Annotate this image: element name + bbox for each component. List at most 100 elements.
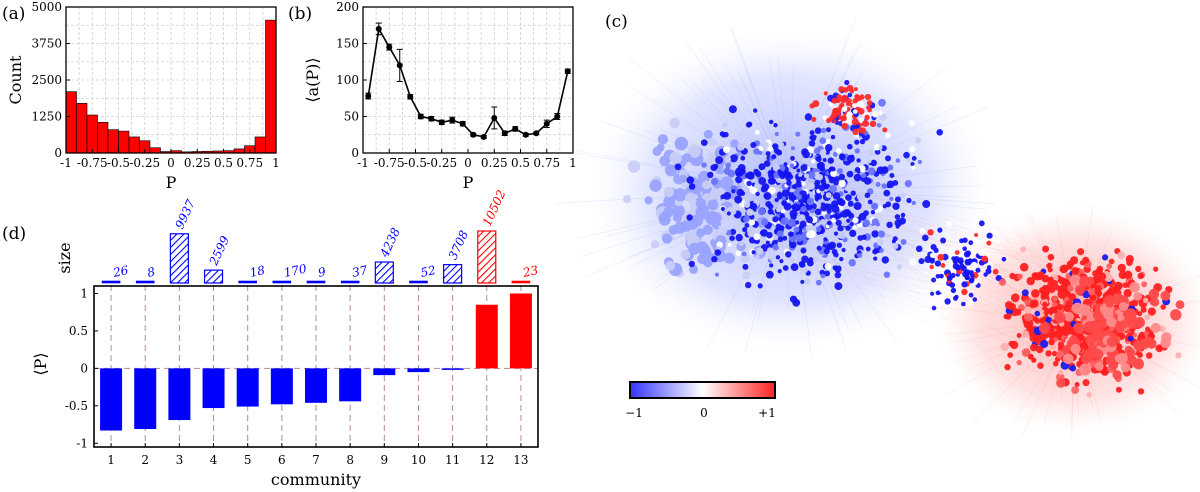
network-node [930, 291, 935, 296]
network-node [1070, 344, 1081, 355]
network-node [783, 162, 788, 167]
network-node [948, 261, 955, 267]
network-node [1005, 313, 1012, 320]
network-node [772, 143, 779, 150]
panel-b-xtick-label: -1 [357, 156, 369, 170]
network-node [1129, 282, 1140, 293]
network-node [825, 224, 830, 229]
network-node [820, 218, 826, 224]
network-node [753, 233, 761, 241]
network-node [1068, 293, 1077, 302]
network-node [972, 297, 978, 302]
network-node [715, 272, 719, 277]
network-link [855, 245, 1033, 276]
network-node [835, 261, 841, 266]
network-node [917, 159, 923, 165]
panel-b-xtick-label: 1 [569, 156, 577, 170]
network-node [812, 256, 819, 263]
network-node [658, 213, 671, 226]
network-node [957, 257, 964, 264]
network-node [887, 164, 894, 171]
network-node [886, 221, 893, 228]
network-node [838, 180, 846, 188]
network-link [732, 28, 791, 191]
network-node [805, 182, 813, 190]
network-node [873, 143, 881, 151]
network-node [946, 275, 953, 281]
panel-a-bar [128, 136, 140, 154]
network-node [846, 118, 853, 125]
network-node [871, 218, 879, 226]
network-node [1082, 379, 1090, 387]
network-node [889, 173, 895, 178]
panel-a-ytick-label: 0 [54, 146, 62, 160]
panel-d-dashed-lines [94, 285, 538, 447]
panel-b-ytick-label: 0 [351, 146, 359, 160]
network-node [849, 229, 857, 237]
network-link [869, 239, 1004, 336]
network-node [805, 224, 813, 232]
network-node [915, 245, 923, 253]
network-node [1017, 273, 1023, 280]
panel-d-xtick-label: 11 [445, 453, 460, 467]
network-node [909, 145, 916, 153]
panel-b-point [449, 117, 456, 124]
network-node [1078, 304, 1090, 316]
network-node [986, 240, 992, 246]
panel-a-xtick-label: -0.75 [77, 156, 108, 170]
panel-d-size-bar [238, 280, 257, 284]
network-node [961, 288, 968, 296]
network-node [870, 210, 876, 215]
network-node [879, 113, 887, 121]
network-node [663, 186, 675, 198]
network-node [904, 180, 912, 188]
network-node [701, 162, 707, 168]
panel-b-ytick-label: 150 [336, 37, 359, 51]
network-node [826, 220, 832, 226]
network-node [954, 294, 959, 299]
network-node [879, 248, 884, 253]
network-node [867, 199, 873, 205]
network-node [1108, 258, 1115, 265]
network-node [1009, 272, 1016, 280]
network-node [779, 172, 785, 178]
network-node [814, 197, 819, 202]
network-node [714, 249, 722, 256]
panel-d-bar [236, 368, 259, 407]
network-node [657, 134, 669, 145]
network-node [720, 206, 726, 212]
network-node [800, 206, 807, 213]
network-node [1008, 303, 1016, 311]
network-node [780, 217, 789, 226]
network-node [944, 298, 951, 305]
network-node [782, 235, 788, 241]
network-node [968, 240, 974, 246]
network-link [840, 261, 1057, 312]
network-node [741, 251, 747, 257]
panel-d-xtick-label: 10 [411, 453, 426, 467]
network-node [772, 216, 779, 223]
network-node [841, 247, 846, 253]
panel-d-bar [305, 368, 327, 403]
network-node [806, 197, 815, 206]
network-node [909, 258, 917, 266]
network-node [838, 199, 846, 207]
panel-label-b: (b) [288, 4, 312, 24]
network-node [936, 129, 943, 136]
network-node [970, 273, 975, 279]
network-node [1102, 254, 1109, 261]
network-node [777, 269, 782, 274]
network-node [1150, 322, 1161, 333]
network-node [847, 154, 855, 163]
panel-d-size-bar [101, 280, 121, 284]
network-node [1108, 360, 1119, 371]
network-node [767, 186, 776, 195]
network-link [789, 17, 856, 191]
panel-b-grid [362, 6, 574, 154]
panel-a-ytick-label: 3750 [31, 37, 62, 51]
network-node [871, 202, 879, 211]
network-node [1073, 322, 1083, 333]
network-node [903, 151, 910, 159]
network-node [1029, 343, 1038, 352]
network-node [1020, 246, 1027, 253]
